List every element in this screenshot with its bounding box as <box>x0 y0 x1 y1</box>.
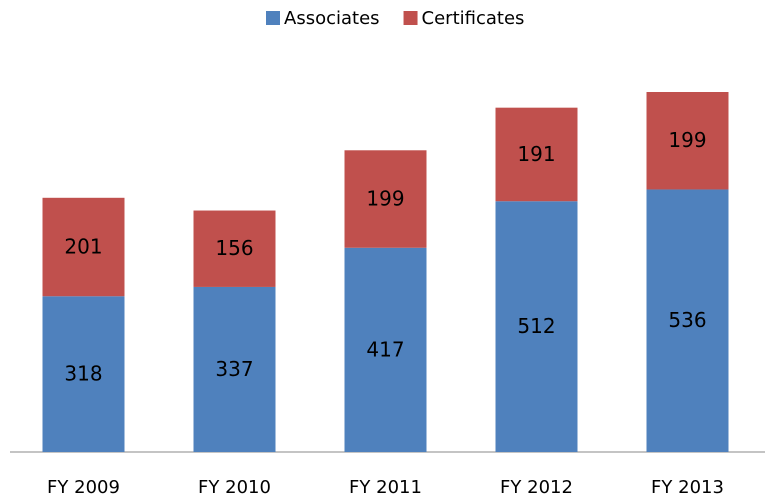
x-tick-label: FY 2010 <box>198 477 271 498</box>
data-label: 318 <box>64 362 102 386</box>
legend-label: Associates <box>284 8 380 29</box>
data-label: 199 <box>366 187 404 211</box>
bar-segment <box>193 210 276 287</box>
legend-swatch <box>403 11 418 25</box>
legend-swatch <box>266 11 280 25</box>
data-label: 191 <box>517 142 555 166</box>
bar-segment <box>344 247 427 452</box>
data-label: 199 <box>668 128 706 152</box>
bar-segment <box>344 150 427 248</box>
legend-label: Certificates <box>422 8 525 29</box>
data-label: 536 <box>668 308 706 332</box>
x-tick-label: FY 2013 <box>651 477 724 498</box>
bar-segment <box>42 296 125 452</box>
data-label: 201 <box>64 235 102 259</box>
data-label: 417 <box>366 337 404 361</box>
bar-segment <box>495 107 578 202</box>
bar-segment <box>193 286 276 452</box>
x-tick-label: FY 2012 <box>500 477 573 498</box>
bar-segment <box>646 92 729 190</box>
bar-segment <box>495 201 578 452</box>
data-label: 156 <box>215 236 253 260</box>
data-label: 337 <box>215 357 253 381</box>
x-tick-label: FY 2009 <box>47 477 120 498</box>
x-tick-label: FY 2011 <box>349 477 422 498</box>
data-label: 512 <box>517 314 555 338</box>
bar-segment <box>42 197 125 297</box>
bar-segment <box>646 189 729 452</box>
